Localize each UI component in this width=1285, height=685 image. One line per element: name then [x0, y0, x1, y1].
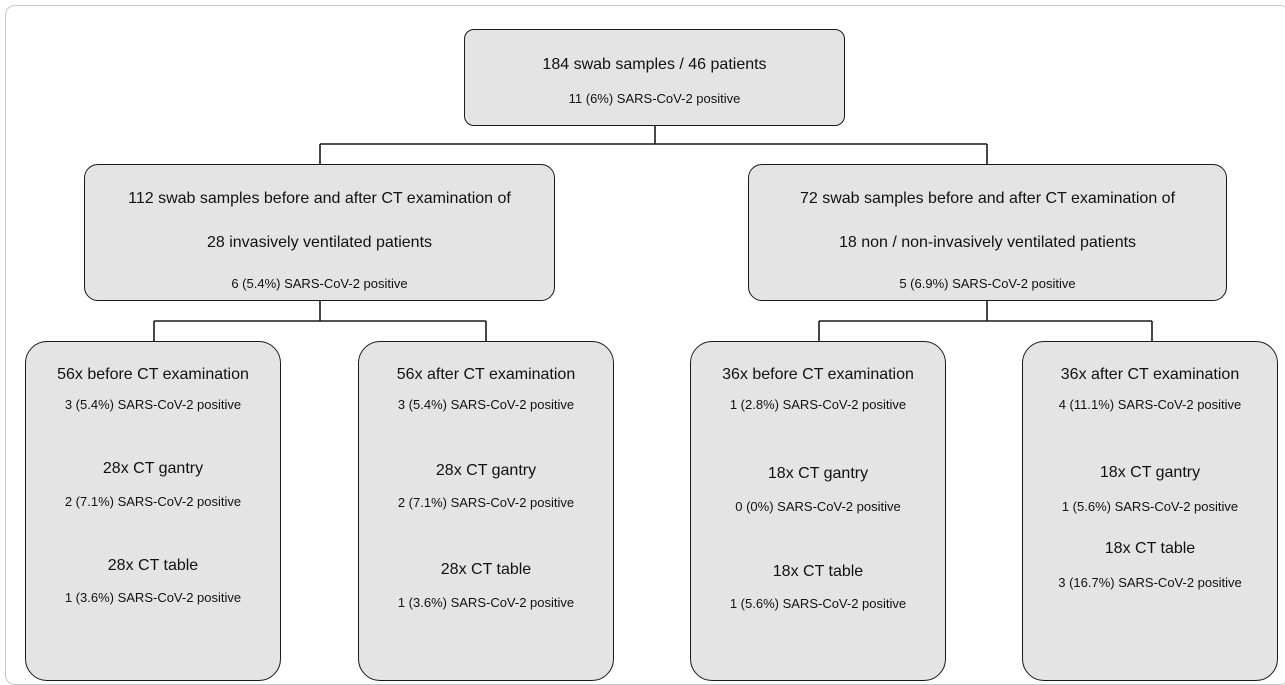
leaf-gantry: 18x CT gantry: [767, 465, 869, 482]
connector-lines: [153, 126, 1153, 341]
leaf-gantry-stat: 2 (7.1%) SARS-CoV-2 positive: [397, 495, 575, 510]
leaf-title: 36x after CT examination: [1060, 366, 1240, 383]
root-node: 184 swab samples / 46 patients 11 (6%) S…: [464, 29, 845, 126]
leaf-non-invasive-before: 36x before CT examination 1 (2.8%) SARS-…: [690, 341, 946, 681]
leaf-title-stat: 1 (2.8%) SARS-CoV-2 positive: [729, 397, 907, 412]
root-stat: 11 (6%) SARS-CoV-2 positive: [568, 91, 741, 106]
leaf-invasive-after: 56x after CT examination 3 (5.4%) SARS-C…: [358, 341, 614, 681]
leaf-gantry: 28x CT gantry: [102, 460, 204, 477]
connector-root-to-groups: [319, 126, 988, 164]
non-invasive-group-node: 72 swab samples before and after CT exam…: [748, 164, 1227, 301]
leaf-table-stat: 1 (3.6%) SARS-CoV-2 positive: [397, 595, 575, 610]
leaf-title: 56x before CT examination: [57, 366, 249, 383]
leaf-table: 28x CT table: [107, 557, 199, 574]
leaf-invasive-before: 56x before CT examination 3 (5.4%) SARS-…: [25, 341, 281, 681]
leaf-table-stat: 1 (3.6%) SARS-CoV-2 positive: [64, 590, 242, 605]
non-invasive-group-line1: 72 swab samples before and after CT exam…: [799, 190, 1176, 207]
connector-left-group-to-children: [153, 301, 487, 341]
leaf-title: 56x after CT examination: [396, 366, 576, 383]
leaf-non-invasive-after: 36x after CT examination 4 (11.1%) SARS-…: [1022, 341, 1278, 681]
leaf-title-stat: 3 (5.4%) SARS-CoV-2 positive: [397, 397, 575, 412]
invasive-group-stat: 6 (5.4%) SARS-CoV-2 positive: [231, 276, 408, 291]
leaf-gantry: 28x CT gantry: [435, 462, 537, 479]
non-invasive-group-stat: 5 (6.9%) SARS-CoV-2 positive: [899, 276, 1076, 291]
leaf-gantry-stat: 1 (5.6%) SARS-CoV-2 positive: [1061, 499, 1239, 514]
leaf-gantry: 18x CT gantry: [1099, 464, 1201, 481]
leaf-title: 36x before CT examination: [722, 366, 914, 383]
leaf-table-stat: 3 (16.7%) SARS-CoV-2 positive: [1058, 575, 1242, 590]
leaf-title-stat: 4 (11.1%) SARS-CoV-2 positive: [1058, 397, 1242, 412]
leaf-gantry-stat: 2 (7.1%) SARS-CoV-2 positive: [64, 494, 242, 509]
non-invasive-group-line2: 18 non / non-invasively ventilated patie…: [838, 234, 1137, 251]
invasive-group-line2: 28 invasively ventilated patients: [206, 234, 433, 251]
leaf-gantry-stat: 0 (0%) SARS-CoV-2 positive: [735, 499, 901, 514]
leaf-table: 18x CT table: [1104, 540, 1196, 557]
invasive-group-node: 112 swab samples before and after CT exa…: [84, 164, 555, 301]
root-title: 184 swab samples / 46 patients: [542, 56, 767, 73]
leaf-table: 18x CT table: [772, 563, 864, 580]
leaf-table-stat: 1 (5.6%) SARS-CoV-2 positive: [729, 596, 907, 611]
leaf-title-stat: 3 (5.4%) SARS-CoV-2 positive: [64, 397, 242, 412]
leaf-table: 28x CT table: [440, 561, 532, 578]
connector-right-group-to-children: [818, 301, 1153, 341]
invasive-group-line1: 112 swab samples before and after CT exa…: [128, 190, 511, 207]
